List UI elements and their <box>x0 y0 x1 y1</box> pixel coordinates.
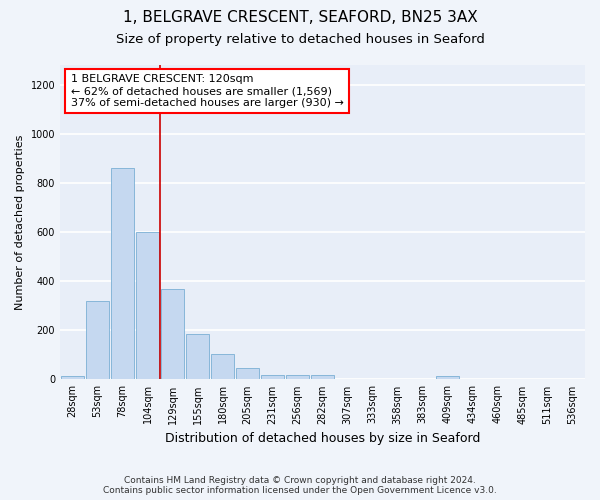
Bar <box>136 232 160 380</box>
Text: 1, BELGRAVE CRESCENT, SEAFORD, BN25 3AX: 1, BELGRAVE CRESCENT, SEAFORD, BN25 3AX <box>122 10 478 25</box>
Text: Size of property relative to detached houses in Seaford: Size of property relative to detached ho… <box>116 32 484 46</box>
Bar <box>311 374 334 380</box>
Bar <box>286 374 310 380</box>
Bar <box>61 376 85 380</box>
Bar <box>436 376 460 380</box>
Text: Contains HM Land Registry data © Crown copyright and database right 2024.
Contai: Contains HM Land Registry data © Crown c… <box>103 476 497 495</box>
Text: 1 BELGRAVE CRESCENT: 120sqm
← 62% of detached houses are smaller (1,569)
37% of : 1 BELGRAVE CRESCENT: 120sqm ← 62% of det… <box>71 74 343 108</box>
X-axis label: Distribution of detached houses by size in Seaford: Distribution of detached houses by size … <box>165 432 480 445</box>
Bar <box>161 288 184 380</box>
Bar <box>110 168 134 380</box>
Bar <box>236 368 259 380</box>
Y-axis label: Number of detached properties: Number of detached properties <box>15 134 25 310</box>
Bar <box>260 374 284 380</box>
Bar <box>185 334 209 380</box>
Bar <box>211 354 235 380</box>
Bar <box>86 301 109 380</box>
